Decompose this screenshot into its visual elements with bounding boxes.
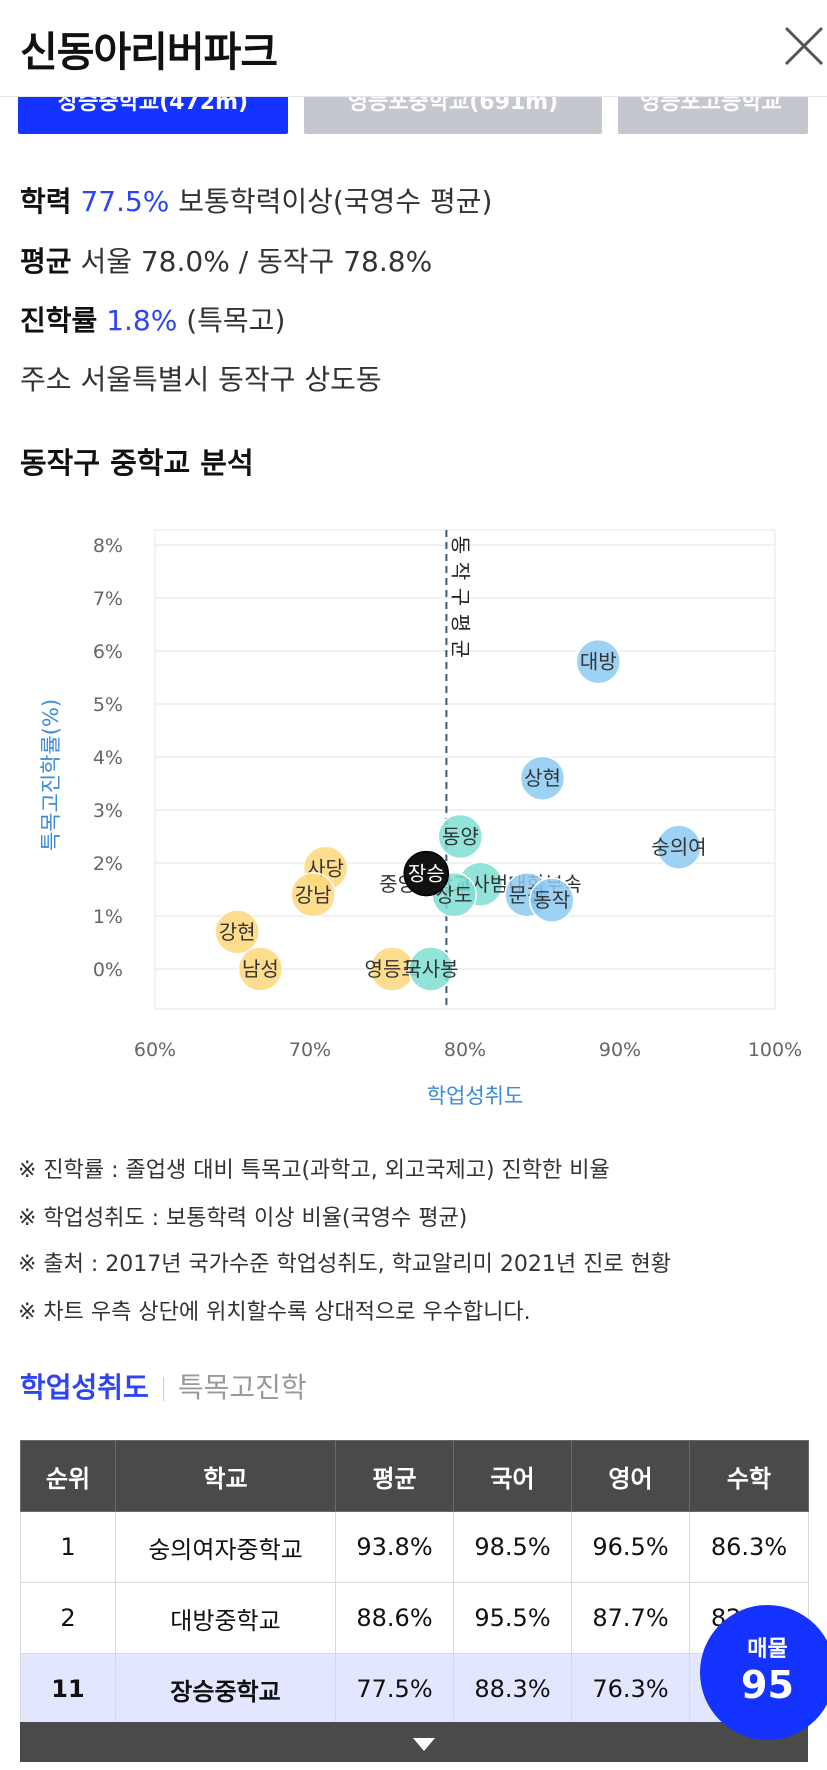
data-point-label: 장승 <box>408 862 445 886</box>
note-line: ※ 차트 우측 상단에 위치할수록 상대적으로 우수합니다. <box>18 1300 531 1325</box>
info-advance-label: 진학률 <box>20 304 98 337</box>
fab-count: 95 <box>741 1663 794 1707</box>
x-axis-label: 학업성취도 <box>427 1084 524 1108</box>
cell-kor: 95.5% <box>453 1582 572 1654</box>
y-tick-label: 2% <box>93 853 123 875</box>
y-tick-label: 3% <box>93 800 123 822</box>
info-average-label: 평균 <box>20 245 72 278</box>
cell-eng: 76.3% <box>571 1653 690 1725</box>
listings-fab-button[interactable]: 매물 95 <box>700 1605 827 1740</box>
y-tick-label: 0% <box>93 959 123 981</box>
data-point-label: 대방 <box>580 650 617 674</box>
chevron-down-icon <box>413 1738 435 1751</box>
data-point <box>408 946 454 992</box>
cell-kor: 98.5% <box>453 1511 572 1583</box>
cell-avg: 77.5% <box>335 1653 454 1725</box>
note-line: ※ 진학률 : 졸업생 대비 특목고(과학고, 외고국제고) 진학한 비율 <box>18 1158 610 1183</box>
data-point <box>290 872 336 918</box>
table-row-highlighted[interactable]: 11 장승중학교 77.5% 88.3% 76.3% 67.9% <box>20 1653 809 1725</box>
scatter-chart: 0% 1% 2% 3% 4% 5% 6% 7% 8% 60% 70% 80% 90% 100% 학업성취도 특… <box>39 529 802 1108</box>
note-line: ※ 출처 : 2017년 국가수준 학업성취도, 학교알리미 2021년 진로 … <box>18 1252 672 1277</box>
info-academic-label: 학력 <box>20 185 72 218</box>
y-tick-label: 7% <box>93 588 123 610</box>
data-point-label: 동양 <box>442 825 479 849</box>
page-header: 신동아리버파크 <box>0 0 827 97</box>
close-icon[interactable] <box>780 22 827 70</box>
info-address: 주소 서울특별시 동작구 상도동 <box>20 358 382 398</box>
reference-line-label-char: 동 <box>448 536 472 554</box>
data-point <box>519 755 566 801</box>
data-point-label: 숭의여 <box>651 835 706 859</box>
data-point-label: 강남 <box>295 883 332 907</box>
info-academic-suffix: 보통학력이상(국영수 평균) <box>178 185 493 218</box>
data-point-label: 상현 <box>524 766 561 790</box>
data-point-label: 강현 <box>219 920 256 944</box>
fab-label: 매물 <box>747 1637 788 1662</box>
info-advance-value: 1.8% <box>106 304 178 337</box>
info-average-value: 서울 78.0% / 동작구 78.8% <box>80 245 433 278</box>
x-tick-label: 60% <box>134 1039 176 1061</box>
reference-line-label-char: 작 <box>448 562 472 580</box>
column-header: 평균 <box>335 1440 454 1512</box>
data-point <box>529 877 575 923</box>
y-tick-label: 8% <box>93 535 123 557</box>
x-tick-label: 80% <box>444 1039 486 1061</box>
tab-special-high[interactable]: 특목고진학 <box>177 1371 307 1404</box>
info-address-label: 주소 <box>20 363 72 396</box>
cell-school: 장승중학교 <box>115 1653 336 1725</box>
info-academic-value: 77.5% <box>80 185 170 218</box>
table-row[interactable]: 2 대방중학교 88.6% 95.5% 87.7% 82.6% <box>20 1582 809 1654</box>
data-point-label: 남성 <box>242 957 279 981</box>
column-header: 국어 <box>453 1440 572 1512</box>
cell-kor: 88.3% <box>453 1653 572 1725</box>
data-point <box>237 946 284 992</box>
reference-line-label-char: 평 <box>448 614 472 632</box>
y-axis-label: 특목고진학률(%) <box>39 699 63 851</box>
page-title: 신동아리버파크 <box>20 28 278 76</box>
data-point-label: 국사봉 <box>403 957 458 981</box>
data-point <box>403 850 449 897</box>
cell-eng: 87.7% <box>571 1582 690 1654</box>
ranking-table: 순위 학교 평균 국어 영어 수학 1 숭의여자중학교 93.8% 98.5% … <box>20 1440 809 1725</box>
tab-divider <box>162 1377 164 1401</box>
data-point <box>437 813 484 860</box>
column-header: 순위 <box>20 1440 116 1512</box>
info-average: 평균 서울 78.0% / 동작구 78.8% <box>20 240 432 280</box>
reference-line-label-char: 구 <box>448 588 472 606</box>
data-point <box>656 824 702 870</box>
cell-school: 대방중학교 <box>115 1582 336 1654</box>
cell-rank: 1 <box>20 1511 116 1583</box>
y-tick-label: 1% <box>93 906 123 928</box>
info-advance: 진학률 1.8% (특목고) <box>20 299 285 339</box>
y-tick-label: 4% <box>93 747 123 769</box>
x-tick-label: 100% <box>748 1039 802 1061</box>
y-tick-label: 5% <box>93 694 123 716</box>
info-academic: 학력 77.5% 보통학력이상(국영수 평균) <box>20 180 492 220</box>
table-header-row: 순위 학교 평균 국어 영어 수학 <box>20 1440 809 1512</box>
note-line: ※ 학업성취도 : 보통학력 이상 비율(국영수 평균) <box>18 1206 468 1231</box>
cell-math: 86.3% <box>689 1511 809 1583</box>
x-tick-label: 90% <box>599 1039 641 1061</box>
analysis-tabs: 학업성취도 특목고진학 <box>20 1366 307 1406</box>
tab-achievement[interactable]: 학업성취도 <box>20 1371 149 1404</box>
x-tick-label: 70% <box>289 1039 331 1061</box>
cell-rank: 2 <box>20 1582 116 1654</box>
column-header: 수학 <box>689 1440 809 1512</box>
info-address-value: 서울특별시 동작구 상도동 <box>80 363 382 396</box>
cell-avg: 88.6% <box>335 1582 454 1654</box>
data-point <box>575 638 622 685</box>
cell-eng: 96.5% <box>571 1511 690 1583</box>
data-point-label: 동작 <box>533 888 570 912</box>
cell-rank: 11 <box>20 1653 116 1725</box>
section-title: 동작구 중학교 분석 <box>20 446 254 480</box>
column-header: 영어 <box>571 1440 690 1512</box>
cell-school: 숭의여자중학교 <box>115 1511 336 1583</box>
y-tick-label: 6% <box>93 641 123 663</box>
data-point <box>214 909 260 955</box>
column-header: 학교 <box>115 1440 336 1512</box>
cell-avg: 93.8% <box>335 1511 454 1583</box>
reference-line-label-char: 균 <box>448 640 472 658</box>
table-row[interactable]: 1 숭의여자중학교 93.8% 98.5% 96.5% 86.3% <box>20 1511 809 1583</box>
info-advance-suffix: (특목고) <box>186 304 286 337</box>
